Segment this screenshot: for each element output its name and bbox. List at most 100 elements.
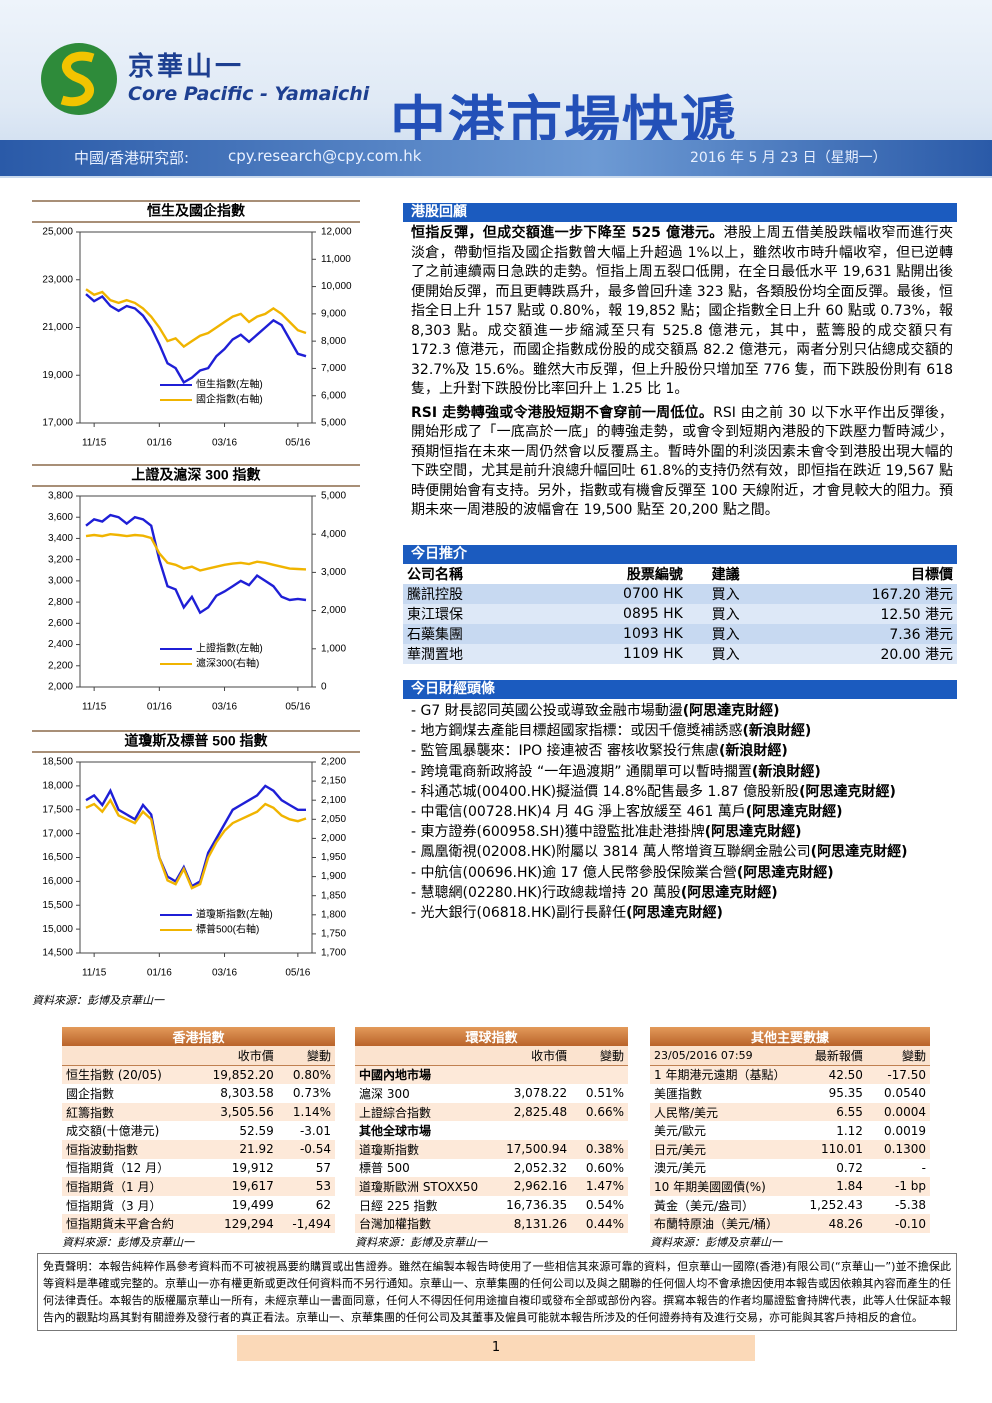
- cell: 成交額(十億港元): [66, 1124, 160, 1139]
- row: 恒指期貨未平倉合約 129,294 -1,494: [62, 1214, 335, 1233]
- y-tick-label: 2,200: [48, 660, 73, 671]
- header-row: 23/05/2016 07:59 最新報價 變動: [650, 1046, 930, 1066]
- header-cell: 股票編號: [626, 567, 683, 583]
- section-heading: 港股回顧: [403, 203, 957, 222]
- cell: 110.01: [820, 1142, 863, 1157]
- header-cell: 變動: [599, 1048, 624, 1063]
- y2-tick-label: 1,900: [321, 871, 346, 882]
- chart-source: 資料來源：彭博及京華山一: [32, 994, 164, 1007]
- news-text: 中電信(00728.HK)4 月 4G 淨上客放緩至 461 萬戶: [420, 804, 746, 821]
- cell: 華潤置地: [407, 647, 463, 663]
- row: 中國內地市場: [355, 1065, 628, 1085]
- news-item: - 科通芯城(00400.HK)擬溢價 14.8%配售最多 1.87 億股新股(…: [411, 783, 896, 800]
- row: 標普 500 2,052.32 0.60%: [355, 1158, 628, 1178]
- email: cpy.research@cpy.com.hk: [228, 147, 422, 165]
- news-list: - G7 財長認同英國公投或導致金融市場動盪(阿思達克財經) - 地方鋼煤去產能目…: [403, 699, 957, 923]
- cell: 8,131.26: [513, 1216, 568, 1231]
- table-title: 其他主要數據: [750, 1031, 829, 1046]
- y-tick-label: 14,500: [42, 948, 73, 959]
- cell: -0.10: [894, 1216, 926, 1231]
- cell: -5.38: [894, 1198, 926, 1213]
- news-source: (阿思達克財經): [745, 804, 843, 821]
- cell: 2,825.48: [513, 1105, 568, 1120]
- news-text: 監管風暴襲來：IPO 接連被否 審核收緊投行焦慮: [420, 743, 720, 760]
- paragraph: 恒指反彈，但成交額進一步下降至 525 億港元。港股上周五借美股跌幅收窄而進行夾…: [411, 224, 953, 400]
- row: 台灣加權指數 8,131.26 0.44%: [355, 1214, 628, 1233]
- y2-tick-label: 9,000: [321, 308, 346, 319]
- cell: -: [921, 1160, 926, 1175]
- legend-label: 上證指數(左軸): [196, 642, 263, 655]
- cell: 0.44%: [585, 1216, 624, 1231]
- data-table: 其他主要數據 23/05/2016 07:59 最新報價 變動 1 年期港元遠期（基點）…: [650, 1027, 930, 1233]
- row: 黃金（美元/盎司） 1,252.43 -5.38: [650, 1195, 930, 1215]
- y2-tick-label: 10,000: [321, 281, 352, 292]
- header-cell: 收市價: [531, 1048, 568, 1063]
- row: 恒指期貨（12 月） 19,912 57: [62, 1158, 335, 1178]
- y2-tick-label: 1,000: [321, 643, 346, 654]
- cell: 57: [315, 1160, 331, 1175]
- chart-title: 道瓊斯及標普 500 指數: [124, 733, 267, 749]
- table-source: 資料來源：彭博及京華山一: [62, 1235, 194, 1249]
- y2-tick-label: 5,000: [321, 418, 346, 429]
- cell: 167.20 港元: [871, 587, 953, 603]
- cell: 62: [315, 1198, 331, 1213]
- news-text: 跨境電商新政將設 “一年過渡期” 通關單可以暫時擱置: [420, 763, 752, 780]
- y2-tick-label: 1,950: [321, 852, 346, 863]
- x-tick-label: 01/16: [147, 438, 172, 449]
- cell: 19,912: [231, 1160, 274, 1175]
- row: 紅籌指數 3,505.56 1.14%: [62, 1102, 335, 1122]
- y-tick-label: 3,200: [48, 554, 73, 565]
- table-source: 資料來源：彭博及京華山一: [355, 1235, 487, 1249]
- cell: 19,852.20: [212, 1067, 274, 1082]
- brand-cn: 京華山一: [128, 52, 245, 82]
- cell: 8,303.58: [220, 1086, 274, 1101]
- news-text: 科通芯城(00400.HK)擬溢價 14.8%配售最多 1.87 億股新股: [420, 783, 800, 800]
- cell: 紅籌指數: [66, 1105, 115, 1120]
- cell: 10 年期美國國債(%): [654, 1179, 766, 1194]
- cell: 恒指波動指數: [66, 1142, 139, 1157]
- row: 石藥集團 1093 HK 買入 7.36 港元: [403, 624, 957, 644]
- series-line: [85, 797, 307, 890]
- cell: 0.0004: [884, 1105, 926, 1120]
- x-tick-label: 03/16: [212, 438, 237, 449]
- paragraph: RSI 走勢轉強或令港股短期不會穿前一周低位。RSI 由之前 30 以下水平作出…: [411, 404, 953, 521]
- y2-tick-label: 11,000: [321, 254, 351, 265]
- y2-tick-label: 4,000: [321, 529, 346, 540]
- series-line: [85, 513, 307, 615]
- cell: -1,494: [292, 1216, 331, 1231]
- news-item: - 光大銀行(06818.HK)副行長辭任(阿思達克財經): [411, 905, 723, 922]
- cell: 52.59: [239, 1123, 274, 1138]
- cell: 3,505.56: [220, 1105, 274, 1120]
- cell: 1109 HK: [623, 646, 683, 662]
- y-tick-label: 18,000: [42, 781, 73, 792]
- cell: 標普 500: [359, 1161, 410, 1176]
- cell: 布蘭特原油（美元/桶）: [654, 1217, 779, 1232]
- y2-tick-label: 8,000: [321, 336, 346, 347]
- cell: 道瓊斯指數: [359, 1142, 420, 1157]
- y-tick-label: 15,500: [42, 900, 73, 911]
- cell: 日元/美元: [654, 1142, 707, 1157]
- chart: 恒生及國企指數 17,000 19,000 21,000 23,000 25,000 5,0…: [32, 200, 360, 449]
- cell: 美元/歐元: [654, 1124, 707, 1139]
- table-source: 資料來源：彭博及京華山一: [650, 1235, 782, 1249]
- table-title: 環球指數: [465, 1031, 518, 1046]
- news-item: - G7 財長認同英國公投或導致金融市場動盪(阿思達克財經): [411, 703, 780, 719]
- y-tick-label: 3,600: [48, 512, 73, 523]
- y2-tick-label: 5,000: [321, 491, 346, 502]
- cell: 20.00 港元: [880, 647, 953, 663]
- news-item: - 慧聰網(02280.HK)行政總裁增持 20 萬股(阿思達克財經): [411, 884, 778, 901]
- cell: 台灣加權指數: [359, 1217, 432, 1232]
- cell: 石藥集團: [407, 627, 463, 643]
- cell: 人民幣/美元: [654, 1105, 719, 1120]
- news-text: 慧聰網(02280.HK)行政總裁增持 20 萬股: [420, 884, 681, 901]
- lead: 恒指反彈，但成交額進一步下降至 525 億港元。: [411, 225, 724, 241]
- data-table: 環球指數 收市價 變動 中國內地市場 滬深 300 3,078.22 0.51% 上證綜合指數…: [355, 1027, 628, 1233]
- y2-tick-label: 1,850: [321, 890, 346, 901]
- page-number: 1: [237, 1335, 755, 1361]
- news-source: (新浪財經): [719, 743, 788, 760]
- brand-en: Core Pacific - Yamaichi: [128, 83, 370, 105]
- cell: 上證綜合指數: [359, 1105, 432, 1120]
- x-tick-label: 03/16: [212, 968, 237, 979]
- row: 國企指數 8,303.58 0.73%: [62, 1084, 335, 1103]
- cell: 恒指期貨（12 月）: [66, 1161, 170, 1176]
